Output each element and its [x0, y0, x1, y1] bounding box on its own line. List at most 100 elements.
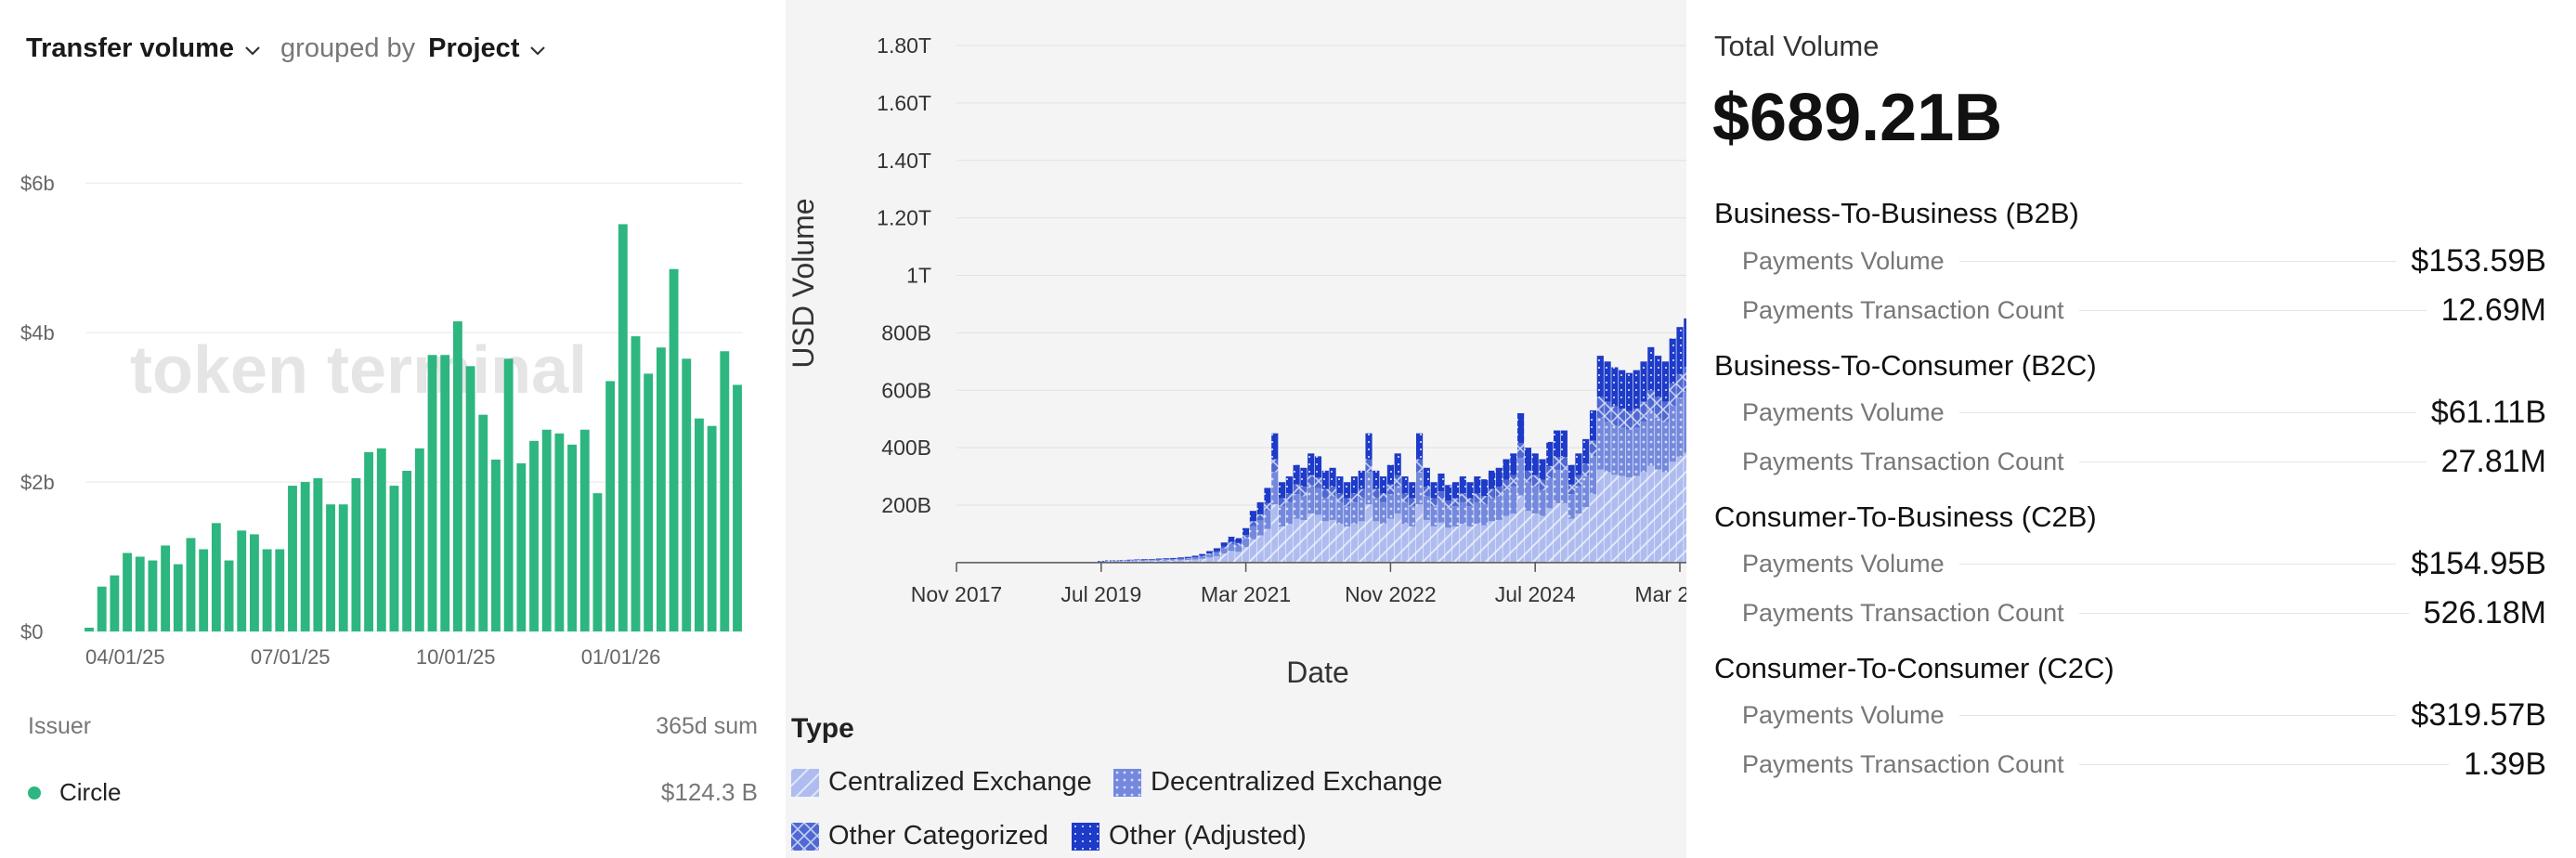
stacked-bar-segment[interactable]: [1575, 486, 1582, 514]
stacked-bar-segment[interactable]: [1329, 496, 1336, 520]
stacked-bar-segment[interactable]: [1177, 557, 1185, 559]
stacked-bar-segment[interactable]: [1321, 521, 1329, 563]
stacked-bar-segment[interactable]: [1271, 472, 1279, 505]
stacked-bar-segment[interactable]: [1445, 500, 1452, 509]
stacked-bar-segment[interactable]: [1510, 453, 1517, 475]
stacked-bar-segment[interactable]: [1148, 561, 1155, 563]
stacked-bar-segment[interactable]: [1155, 560, 1163, 563]
bar[interactable]: [579, 429, 590, 631]
bar[interactable]: [364, 451, 374, 631]
stacked-bar-segment[interactable]: [1199, 553, 1206, 556]
bar[interactable]: [186, 538, 196, 631]
stacked-bar-segment[interactable]: [1105, 560, 1112, 561]
stacked-bar-segment[interactable]: [1191, 556, 1199, 558]
stacked-bar-segment[interactable]: [1481, 525, 1489, 563]
stacked-bar-segment[interactable]: [1213, 551, 1221, 553]
stacked-bar-segment[interactable]: [1459, 493, 1466, 502]
stacked-bar-segment[interactable]: [1191, 559, 1199, 563]
stacked-bar-segment[interactable]: [1249, 526, 1256, 540]
stacked-bar-segment[interactable]: [1488, 470, 1496, 489]
stacked-bar-segment[interactable]: [1488, 498, 1496, 522]
stacked-bar-segment[interactable]: [1199, 556, 1206, 559]
stacked-bar-segment[interactable]: [1105, 561, 1112, 562]
stacked-bar-segment[interactable]: [1568, 518, 1575, 563]
stacked-bar-segment[interactable]: [1596, 396, 1604, 418]
stacked-bar-segment[interactable]: [1582, 475, 1590, 508]
stacked-bar-segment[interactable]: [1560, 470, 1568, 503]
stacked-bar-segment[interactable]: [1640, 472, 1647, 563]
legend-other-adjusted[interactable]: Other (Adjusted): [1072, 821, 1307, 852]
stacked-bar-segment[interactable]: [1503, 489, 1510, 516]
bar[interactable]: [224, 560, 234, 631]
stacked-bar-segment[interactable]: [1140, 559, 1149, 561]
stacked-bar-segment[interactable]: [1365, 472, 1373, 505]
stacked-bar-segment[interactable]: [1503, 479, 1510, 490]
stacked-bar-segment[interactable]: [1394, 513, 1401, 563]
stacked-bar-segment[interactable]: [1589, 494, 1597, 563]
stacked-bar-segment[interactable]: [1365, 433, 1373, 460]
stacked-bar-segment[interactable]: [1394, 474, 1401, 487]
stacked-bar-segment[interactable]: [1134, 560, 1141, 561]
stacked-bar-segment[interactable]: [1503, 515, 1510, 563]
stacked-bar-segment[interactable]: [1633, 370, 1640, 410]
bar[interactable]: [148, 560, 158, 631]
stacked-bar-segment[interactable]: [1380, 493, 1387, 502]
stacked-bar-segment[interactable]: [1256, 501, 1264, 514]
bar[interactable]: [491, 459, 501, 631]
stacked-bar-segment[interactable]: [1474, 476, 1481, 494]
bar[interactable]: [300, 482, 310, 631]
stacked-bar-segment[interactable]: [1596, 356, 1604, 397]
stacked-bar-segment[interactable]: [1633, 427, 1640, 476]
stacked-bar-segment[interactable]: [1619, 427, 1626, 476]
bar[interactable]: [631, 336, 641, 631]
stacked-bar-segment[interactable]: [1633, 475, 1640, 563]
stacked-bar-segment[interactable]: [1676, 456, 1684, 563]
stacked-bar-segment[interactable]: [1625, 476, 1633, 563]
stacked-bar-segment[interactable]: [1655, 417, 1662, 470]
bar[interactable]: [288, 486, 297, 631]
stacked-bar-segment[interactable]: [1271, 459, 1279, 473]
stacked-bar-segment[interactable]: [1640, 422, 1647, 473]
stacked-bar-segment[interactable]: [1308, 486, 1315, 514]
stacked-bar-segment[interactable]: [1531, 486, 1539, 514]
bar[interactable]: [389, 486, 399, 631]
stacked-bar-segment[interactable]: [1619, 370, 1626, 410]
stacked-bar-segment[interactable]: [1409, 482, 1416, 499]
stacked-bar-segment[interactable]: [1517, 413, 1525, 444]
stacked-bar-segment[interactable]: [1235, 538, 1242, 543]
stacked-bar-segment[interactable]: [1344, 482, 1351, 499]
stacked-bar-segment[interactable]: [1459, 524, 1466, 563]
stacked-bar-segment[interactable]: [1336, 493, 1344, 502]
stacked-bar-segment[interactable]: [1134, 561, 1141, 563]
stacked-bar-segment[interactable]: [1249, 539, 1256, 563]
bar[interactable]: [720, 351, 730, 631]
stacked-bar-segment[interactable]: [1430, 506, 1438, 526]
stacked-bar-segment[interactable]: [1560, 502, 1568, 563]
legend-centralized-exchange[interactable]: Centralized Exchange: [791, 767, 1092, 798]
stacked-bar-segment[interactable]: [1242, 538, 1250, 548]
stacked-bar-segment[interactable]: [1553, 430, 1561, 458]
stacked-bar-segment[interactable]: [1640, 361, 1647, 402]
stacked-bar-segment[interactable]: [1365, 504, 1373, 563]
bar[interactable]: [211, 523, 221, 631]
stacked-bar-segment[interactable]: [1336, 524, 1344, 563]
stacked-bar-segment[interactable]: [1191, 557, 1199, 560]
stacked-bar-segment[interactable]: [1394, 453, 1401, 475]
stacked-bar-segment[interactable]: [1517, 495, 1525, 563]
stacked-bar-segment[interactable]: [1386, 484, 1394, 495]
bar[interactable]: [414, 448, 424, 631]
bar[interactable]: [173, 564, 183, 631]
stacked-bar-segment[interactable]: [1647, 465, 1655, 563]
stacked-bar-segment[interactable]: [1409, 526, 1416, 563]
stacked-bar-segment[interactable]: [1524, 511, 1531, 563]
stacked-bar-segment[interactable]: [1546, 508, 1554, 563]
stacked-bar-segment[interactable]: [1438, 491, 1445, 500]
stacked-bar-segment[interactable]: [1531, 474, 1539, 487]
stacked-bar-segment[interactable]: [1163, 559, 1170, 561]
bar[interactable]: [592, 493, 603, 631]
stacked-bar-segment[interactable]: [1155, 559, 1163, 560]
stacked-bar-segment[interactable]: [1344, 498, 1351, 507]
bar[interactable]: [440, 355, 450, 631]
stacked-bar-segment[interactable]: [1539, 479, 1546, 490]
stacked-bar-segment[interactable]: [1539, 489, 1546, 516]
